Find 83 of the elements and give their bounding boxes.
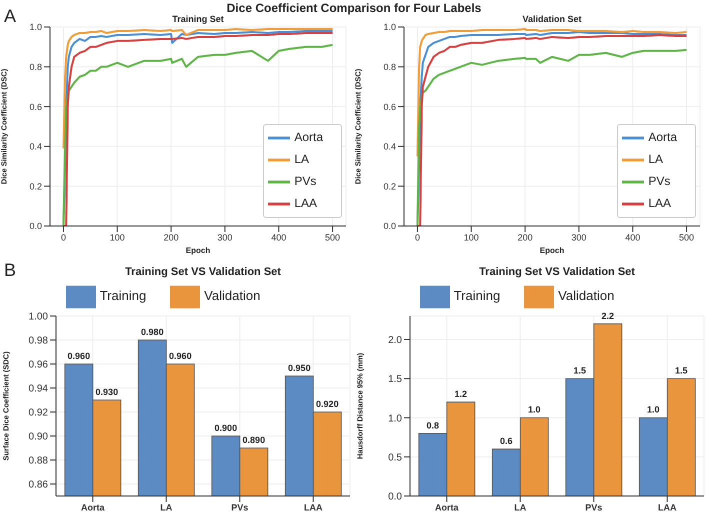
data-label: 0.890	[242, 435, 266, 445]
data-label: 0.950	[288, 363, 311, 373]
x-tick-label: 400	[271, 232, 286, 242]
x-tick-label: LA	[514, 502, 527, 512]
x-tick-label: LA	[160, 502, 173, 512]
x-tick-label: 200	[164, 232, 179, 242]
x-axis-title: Epoch	[186, 246, 210, 255]
y-tick-label: 0.0	[29, 221, 42, 232]
legend-label: Training	[100, 288, 146, 304]
data-label: 0.8	[426, 420, 440, 430]
data-label: 2.2	[602, 310, 614, 321]
x-tick-label: 200	[518, 232, 533, 242]
y-tick-label: 1.5	[388, 374, 402, 386]
text: B	[4, 260, 16, 281]
x-tick-label: PVs	[231, 502, 248, 512]
data-label: 1.5	[675, 366, 688, 376]
y-tick-label: 1.0	[29, 22, 42, 32]
data-label: 1.0	[647, 404, 660, 415]
y-tick-label: 0.4	[383, 142, 396, 152]
x-tick-label: Aorta	[434, 502, 460, 512]
chart-title: Training Set VS Validation Set	[124, 266, 282, 278]
x-tick-label: 100	[464, 232, 479, 242]
y-tick-label: 0.4	[29, 142, 42, 152]
legend-label: Training	[454, 288, 500, 304]
x-tick-label: 300	[217, 232, 232, 242]
y-tick-label: 0.90	[28, 432, 48, 443]
data-label: 0.900	[214, 423, 238, 433]
y-tick-label: 1.00	[28, 312, 48, 323]
x-tick-label: 500	[679, 232, 694, 242]
x-tick-label: LAA	[304, 502, 323, 512]
y-tick-label: 1.0	[383, 22, 396, 32]
data-label: 0.920	[316, 399, 339, 409]
data-label: 0.6	[500, 436, 513, 446]
chart-title: Dice Coefficient Comparison for Four Labels	[226, 1, 482, 15]
legend-label: Validation	[204, 288, 260, 304]
x-tick-label: LAA	[658, 502, 677, 512]
x-tick-label: Aorta	[80, 502, 106, 512]
x-tick-label: 100	[110, 232, 125, 242]
y-tick-label: 1.0	[388, 413, 402, 424]
data-label: 1.0	[528, 404, 541, 415]
chart-title: Validation Set	[521, 14, 582, 24]
legend-label: PVs	[294, 174, 316, 188]
y-tick-label: 0.5	[388, 452, 402, 464]
chart-title: Training Set VS Validation Set	[478, 266, 636, 278]
y-tick-label: 0.2	[29, 181, 42, 192]
legend-label: Aorta	[294, 130, 323, 144]
data-label: 1.5	[574, 366, 586, 376]
y-tick-label: 0.6	[29, 102, 42, 112]
x-tick-label: 400	[625, 232, 640, 242]
data-label: 0.960	[169, 351, 192, 361]
y-tick-label: 0.0	[383, 221, 396, 232]
legend-label: PVs	[648, 174, 670, 188]
data-label: 0.930	[96, 387, 118, 397]
legend-label: LA	[648, 152, 663, 166]
y-tick-label: 0.88	[28, 456, 48, 467]
y-tick-label: 0.96	[28, 360, 48, 371]
legend-label: LAA	[294, 196, 317, 210]
y-tick-label: 0.86	[28, 480, 48, 491]
legend-label: LA	[294, 152, 309, 166]
y-tick-label: 2.0	[388, 335, 402, 346]
data-label: 0.980	[141, 327, 164, 337]
y-tick-label: 0.92	[28, 408, 48, 419]
y-tick-label: 0.94	[28, 384, 48, 395]
x-tick-label: PVs	[585, 502, 602, 512]
y-tick-label: 0.0	[388, 492, 402, 503]
y-tick-label: 0.6	[383, 102, 396, 112]
y-tick-label: 0.2	[383, 181, 396, 192]
y-tick-label: 0.98	[28, 336, 48, 347]
line-series	[62, 28, 334, 150]
chart-subtitle: Training Set	[171, 14, 225, 24]
text: A	[4, 6, 16, 27]
x-tick-label: 300	[571, 232, 586, 242]
data-label: 0.960	[68, 351, 90, 361]
legend-label: LAA	[648, 196, 671, 210]
legend-label: Aorta	[648, 130, 677, 144]
legend-label: Validation	[558, 288, 614, 304]
x-tick-label: 0	[60, 232, 66, 242]
data-label: 1.2	[454, 389, 468, 400]
x-tick-label: 500	[325, 232, 340, 242]
x-tick-label: 0	[414, 232, 420, 242]
y-tick-label: 0.8	[29, 62, 42, 72]
y-tick-label: 0.8	[383, 62, 396, 72]
x-axis-title: Epoch	[540, 246, 564, 255]
